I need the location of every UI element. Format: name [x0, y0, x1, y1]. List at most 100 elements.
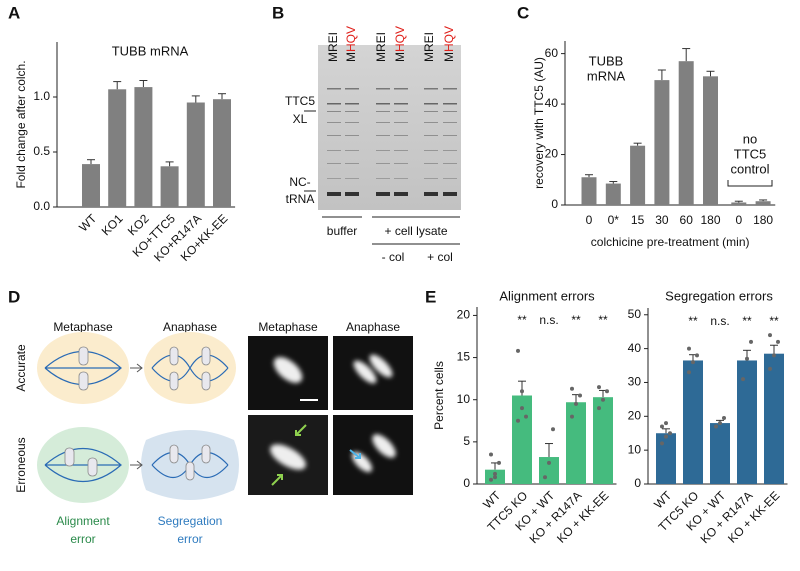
- data-point: [601, 397, 605, 402]
- arrow: [271, 424, 307, 486]
- image-label: Anaphase: [346, 320, 400, 334]
- gel-band: [394, 103, 408, 105]
- data-point: [570, 414, 574, 419]
- gel-band: [327, 88, 341, 90]
- x-tick-label: 60: [680, 213, 694, 227]
- panel-label: E: [425, 287, 436, 306]
- gel-band: [376, 150, 390, 151]
- gel-band: [327, 178, 341, 179]
- gel-band: [327, 111, 341, 112]
- data-point: [695, 353, 699, 358]
- gel-band: [327, 192, 341, 196]
- data-point: [687, 346, 691, 351]
- x-tick-label: 0*: [608, 213, 620, 227]
- annotation: no: [743, 131, 757, 146]
- data-point: [489, 452, 493, 457]
- micrograph: [333, 415, 413, 495]
- data-point: [772, 353, 776, 358]
- gel-band: [443, 111, 457, 112]
- group-label: + col: [427, 250, 453, 264]
- lane-label: MHQV: [344, 26, 358, 62]
- bar: [566, 402, 586, 484]
- data-point: [516, 418, 520, 423]
- gel-band: [345, 103, 359, 105]
- gel-band: [376, 88, 390, 90]
- data-point: [597, 385, 601, 390]
- gel-band: [424, 150, 438, 151]
- gel-band: [376, 135, 390, 136]
- y-tick-label: 0: [463, 476, 470, 490]
- data-point: [493, 471, 497, 476]
- lane-text: MREI: [326, 32, 340, 62]
- bar: [683, 360, 703, 484]
- lane-label: MREI: [326, 32, 340, 62]
- x-tick-label: KO1: [99, 211, 126, 238]
- y-tick-label: 10: [628, 442, 642, 456]
- annotation: control: [730, 161, 769, 176]
- gel-band: [345, 163, 359, 164]
- gel-band: [443, 135, 457, 136]
- lane-text: MREI: [422, 32, 436, 62]
- significance-label: **: [517, 313, 527, 327]
- bar: [656, 433, 676, 484]
- data-point: [520, 389, 524, 394]
- gel-band: [394, 178, 408, 179]
- bar: [134, 87, 153, 207]
- gel-band: [424, 192, 438, 196]
- data-point: [516, 348, 520, 353]
- group-label: buffer: [327, 224, 357, 238]
- annotation: TUBB: [589, 53, 624, 68]
- lane-text: M: [344, 52, 358, 62]
- significance-label: **: [769, 314, 779, 328]
- bar: [593, 397, 613, 484]
- y-tick-label: 0: [634, 476, 641, 490]
- bar: [186, 102, 205, 207]
- x-tick-label: 180: [700, 213, 720, 227]
- gel-band: [424, 103, 438, 105]
- band-label: tRNA: [286, 192, 315, 206]
- significance-label: **: [571, 313, 581, 327]
- lane-text-red: HQV: [442, 26, 456, 52]
- annotation: TTC5: [734, 146, 767, 161]
- row-label: Erroneous: [14, 437, 28, 492]
- chart-title: Segregation errors: [665, 288, 773, 303]
- gel-band: [424, 135, 438, 136]
- gel-band: [424, 163, 438, 164]
- data-point: [551, 427, 555, 432]
- gel-image: [318, 45, 461, 210]
- gel-band: [345, 88, 359, 90]
- error-label: error: [70, 532, 95, 546]
- gel-panel: MREI MHQV MREI MHQV MREI MHQV TTC5 XL NC…: [285, 26, 461, 264]
- x-tick-label: 15: [631, 213, 645, 227]
- gel-bands: [327, 88, 457, 196]
- band-label: TTC5: [285, 94, 315, 108]
- data-point: [524, 414, 528, 419]
- data-point: [664, 421, 668, 426]
- gel-band: [376, 192, 390, 196]
- gel-band: [327, 103, 341, 105]
- lane-label: MHQV: [393, 26, 407, 62]
- gel-band: [345, 178, 359, 179]
- y-tick-label: 40: [628, 341, 642, 355]
- y-tick-label: 20: [628, 408, 642, 422]
- bar: [605, 183, 621, 205]
- bar: [581, 177, 597, 205]
- lane-text-red: HQV: [344, 26, 358, 52]
- row-label: Accurate: [14, 344, 28, 392]
- y-tick-label: 60: [545, 46, 559, 60]
- data-point: [660, 441, 664, 446]
- gel-band: [394, 163, 408, 164]
- panel-label: B: [272, 3, 284, 22]
- x-tick-label: 180: [753, 213, 773, 227]
- gel-band: [394, 122, 408, 123]
- gel-band: [376, 103, 390, 105]
- column-label: Metaphase: [53, 320, 113, 334]
- gel-band: [327, 135, 341, 136]
- y-tick-label: 0: [551, 197, 558, 211]
- gel-band: [443, 103, 457, 105]
- error-label: Segregation: [158, 514, 223, 528]
- band-label: NC-: [289, 175, 310, 189]
- data-point: [664, 434, 668, 439]
- data-point: [722, 416, 726, 420]
- data-point: [714, 424, 718, 429]
